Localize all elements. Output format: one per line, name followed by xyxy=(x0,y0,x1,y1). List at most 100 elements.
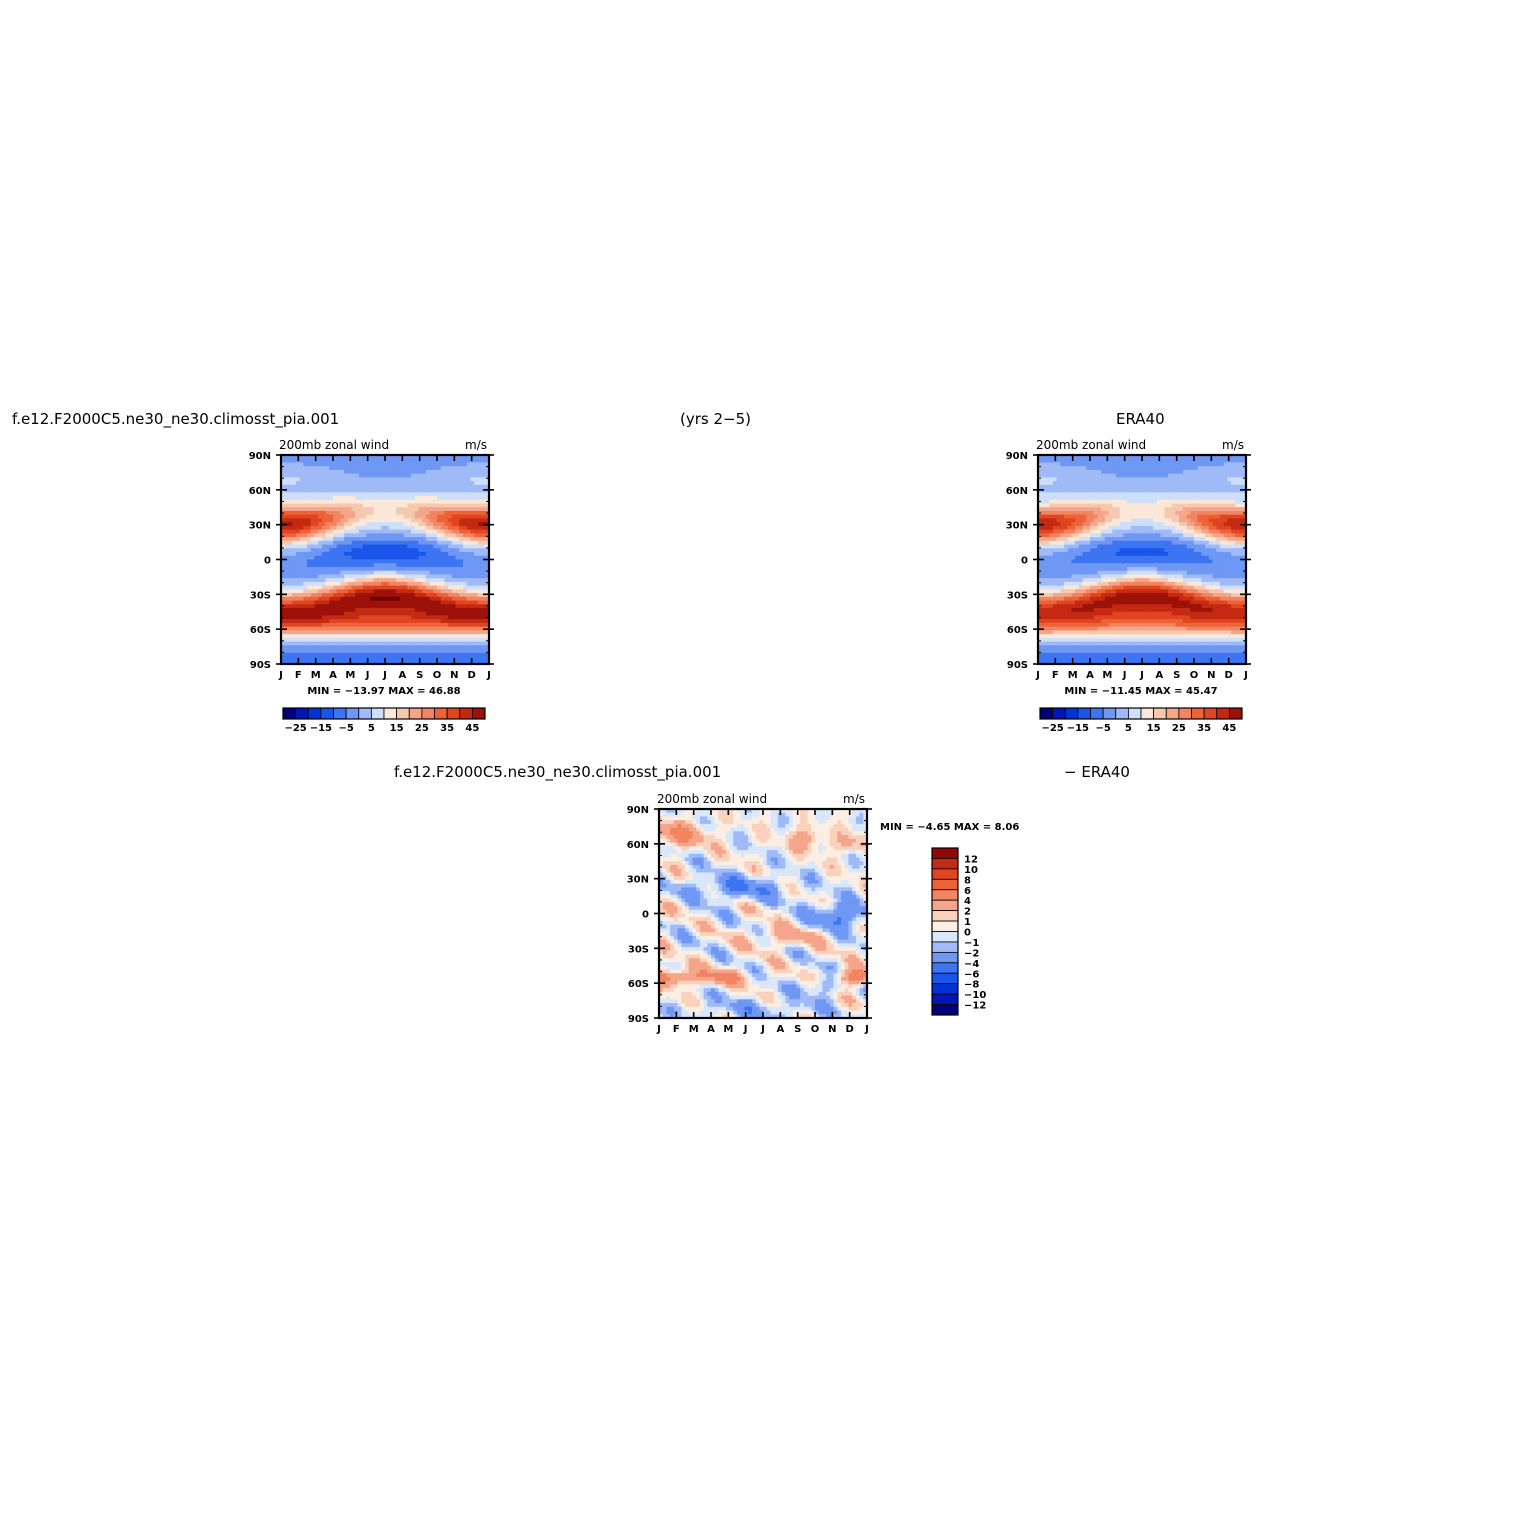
contour-cell xyxy=(303,619,308,624)
contour-cell xyxy=(448,604,453,609)
contour-cell xyxy=(1097,469,1102,475)
contour-cell xyxy=(463,548,468,553)
contour-cell xyxy=(1049,555,1054,561)
contour-cell xyxy=(477,574,483,579)
contour-cell xyxy=(466,499,472,505)
contour-cell xyxy=(314,488,319,493)
contour-cell xyxy=(429,529,434,534)
contour-cell xyxy=(1227,514,1232,520)
contour-cell xyxy=(1056,522,1061,527)
contour-cell xyxy=(303,540,308,546)
contour-cell xyxy=(333,522,338,527)
contour-cell xyxy=(1116,552,1121,557)
contour-cell xyxy=(451,600,457,605)
contour-cell xyxy=(1045,510,1050,516)
contour-cell xyxy=(329,604,334,609)
contour-cell xyxy=(1082,488,1087,493)
contour-cell xyxy=(422,510,427,516)
contour-cell xyxy=(392,552,397,557)
contour-cell xyxy=(1056,533,1061,538)
contour-cell xyxy=(459,462,464,467)
contour-cell xyxy=(303,455,308,460)
contour-cell xyxy=(414,652,420,658)
contour-cell xyxy=(1075,566,1080,572)
x-tick-label: O xyxy=(433,670,442,681)
contour-cell xyxy=(303,574,308,579)
contour-cell xyxy=(1186,537,1191,542)
contour-cell xyxy=(1208,559,1214,564)
x-tick-label: J xyxy=(382,670,387,681)
contour-cell xyxy=(307,507,312,512)
contour-cell xyxy=(362,604,368,609)
contour-cell xyxy=(1045,559,1050,564)
contour-cell xyxy=(1060,496,1065,501)
contour-cell xyxy=(1119,566,1125,572)
contour-cell xyxy=(403,496,408,501)
contour-cell xyxy=(362,656,368,661)
contour-cell xyxy=(407,503,412,508)
contour-cell xyxy=(485,600,490,605)
contour-cell xyxy=(396,507,401,512)
contour-cell xyxy=(340,537,345,542)
contour-cell xyxy=(336,484,342,490)
contour-cell xyxy=(1153,496,1158,501)
contour-cell xyxy=(344,481,349,486)
contour-cell xyxy=(1216,466,1221,471)
contour-cell xyxy=(388,611,394,617)
contour-cell xyxy=(455,578,460,583)
contour-cell xyxy=(325,652,330,658)
contour-cell xyxy=(1067,529,1073,534)
contour-cell xyxy=(366,596,371,602)
contour-cell xyxy=(474,540,479,546)
contour-cell xyxy=(1142,518,1147,523)
contour-cell xyxy=(1212,559,1217,564)
contour-cell xyxy=(1145,533,1151,538)
contour-cell xyxy=(373,578,379,583)
contour-cell xyxy=(1145,507,1151,512)
contour-cell xyxy=(1182,522,1188,527)
contour-cell xyxy=(385,563,390,568)
contour-cell xyxy=(284,600,290,605)
contour-cell xyxy=(1171,466,1177,471)
contour-cell xyxy=(347,611,353,617)
contour-cell xyxy=(392,589,397,594)
contour-cell xyxy=(1168,507,1173,512)
contour-cell xyxy=(466,637,472,643)
contour-cell xyxy=(1160,529,1165,534)
contour-cell xyxy=(437,492,442,497)
contour-cell xyxy=(1116,529,1121,534)
contour-cell xyxy=(440,581,446,587)
contour-cell xyxy=(418,656,423,661)
contour-cell xyxy=(329,499,334,505)
contour-cell xyxy=(477,596,483,602)
contour-cell xyxy=(314,499,319,505)
contour-cell xyxy=(474,537,479,542)
contour-cell xyxy=(1112,481,1117,486)
contour-cell xyxy=(355,578,360,583)
contour-cell xyxy=(407,637,412,643)
contour-cell xyxy=(418,570,423,576)
contour-cell xyxy=(362,510,368,516)
contour-cell xyxy=(1097,555,1102,561)
contour-cell xyxy=(1127,488,1132,493)
contour-cell xyxy=(1142,563,1147,568)
contour-cell xyxy=(1216,484,1221,490)
contour-cell xyxy=(359,522,364,527)
contour-cell xyxy=(1179,514,1184,520)
contour-cell xyxy=(433,525,438,531)
contour-cell xyxy=(403,634,408,639)
contour-cell xyxy=(340,552,345,557)
contour-cell xyxy=(437,503,442,508)
contour-cell xyxy=(444,585,449,590)
contour-cell xyxy=(1168,559,1173,564)
contour-cell xyxy=(355,656,360,661)
contour-cell xyxy=(281,499,286,505)
y-tick-label: 30S xyxy=(250,590,271,601)
contour-cell xyxy=(392,529,397,534)
contour-cell xyxy=(321,544,327,549)
contour-cell xyxy=(444,660,449,665)
contour-cell xyxy=(295,503,301,508)
contour-cell xyxy=(1093,473,1099,478)
contour-cell xyxy=(481,596,486,602)
contour-cell xyxy=(362,488,368,493)
